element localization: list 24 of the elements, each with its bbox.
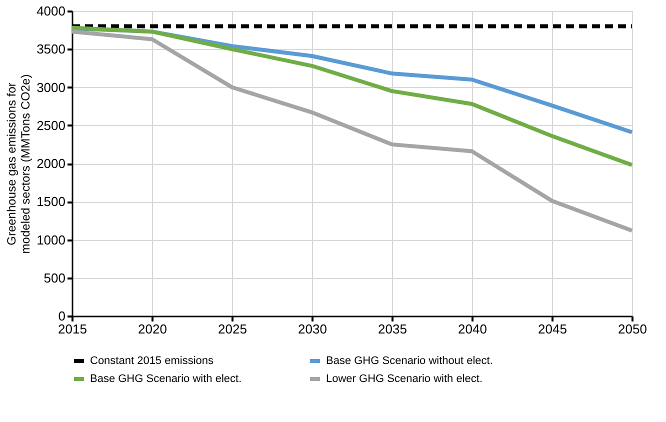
line-series [70,26,634,168]
y-tick-label: 1500 [36,194,66,210]
y-tick-label: 2500 [36,118,66,133]
y-tick-label: 2000 [36,156,66,171]
legend-label: Constant 2015 emissions [90,355,214,367]
line-series [70,30,634,233]
y-tick-label: 3500 [36,42,66,57]
y-axis-title: Greenhouse gas emissions for modeled sectors (MMTons CO2e) [4,74,33,254]
x-tick-label: 2015 [58,322,87,336]
legend-label: Lower GHG Scenario with elect. [326,373,483,385]
x-tick-label: 2025 [218,322,247,336]
x-tick-label: 2040 [458,322,487,336]
x-tick-label: 2045 [538,322,567,336]
y-tick-label: 1000 [36,232,66,248]
y-tick-label: 3000 [36,80,66,95]
y-tick-label: 4000 [36,4,66,18]
x-tick-label: 2035 [378,322,407,336]
legend-label: Base GHG Scenario without elect. [326,355,493,367]
y-tick-label: 500 [44,270,66,286]
legend-label: Base GHG Scenario with elect. [90,373,242,385]
y-tick-label: 0 [58,308,66,324]
x-tick-label: 2050 [618,322,647,336]
x-tick-label: 2020 [138,322,167,336]
x-tick-label: 2030 [298,322,327,336]
